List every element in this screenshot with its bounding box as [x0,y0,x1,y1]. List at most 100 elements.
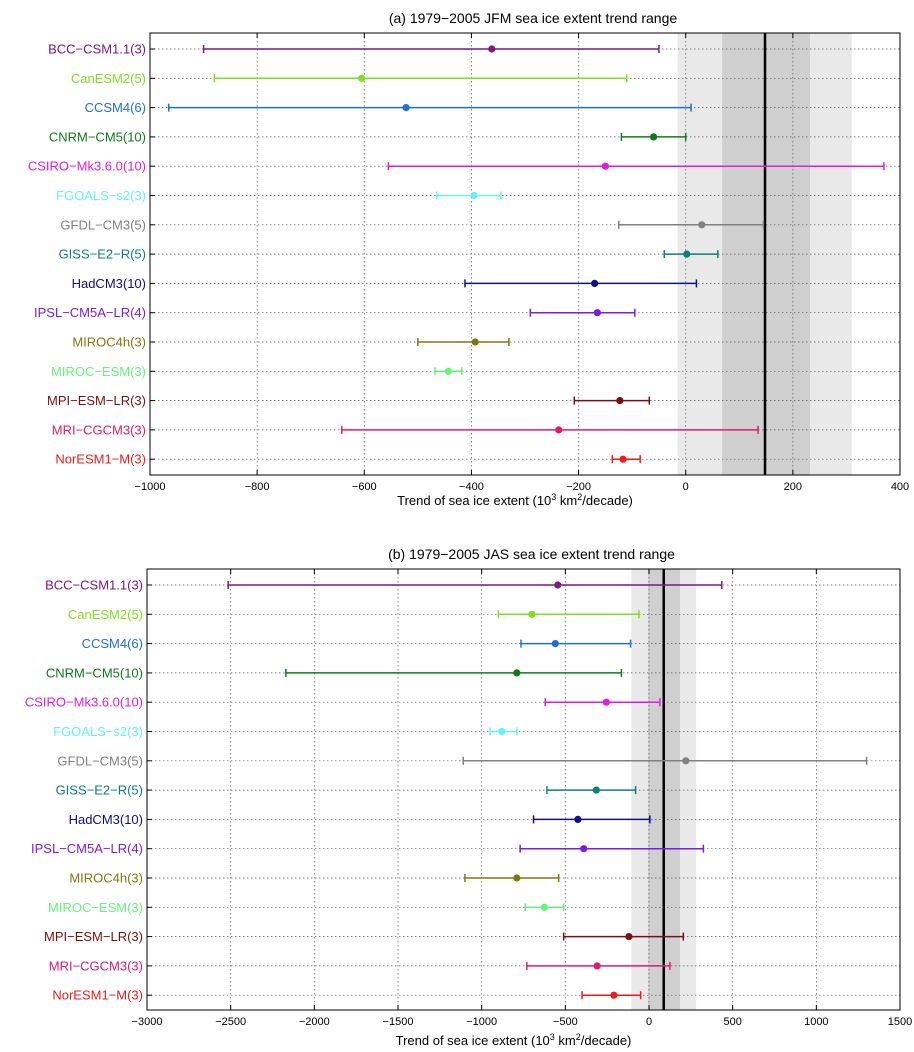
model-label: MIROC4h(3) [69,871,143,886]
model-label: CanESM2(5) [68,607,143,622]
mean-marker [471,338,479,346]
model-label: FGOALS−s2(3) [56,188,146,203]
series-row: MIROC4h(3) [72,335,510,350]
x-axis-label-part: km [555,1033,576,1048]
x-axis-label: Trend of sea ice extent (103 km2/decade) [396,1032,632,1048]
model-label: MRI−CGCM3(3) [49,958,143,973]
model-label: CSIRO−Mk3.6.0(10) [25,695,143,710]
model-label: CNRM−CM5(10) [49,129,146,144]
x-axis-label-part: 3 [551,492,556,502]
model-label: CNRM−CM5(10) [46,665,143,680]
series-row: GFDL−CM3(5) [60,217,765,232]
chart-title: (b) 1979−2005 JAS sea ice extent trend r… [388,546,675,562]
mean-marker [682,757,690,765]
mean-marker [649,133,658,141]
x-tick-label: 1500 [888,1016,912,1028]
mean-marker [358,74,366,82]
series-row: IPSL−CM5A−LR(4) [34,305,636,320]
mean-marker [610,991,618,999]
mean-marker [683,250,691,258]
model-label: HadCM3(10) [69,812,143,827]
mean-marker [488,45,496,53]
series-row: BCC−CSM1.1(3) [45,578,723,593]
model-label: GFDL−CM3(5) [60,217,146,232]
x-tick-label: −1500 [383,1016,414,1028]
series-row: CCSM4(6) [82,636,632,651]
x-axis-label: Trend of sea ice extent (103 km2/decade) [397,492,633,508]
x-tick-label: 0 [646,1016,652,1028]
mean-marker [470,191,478,200]
series-row: FGOALS−s2(3) [56,188,502,203]
mean-marker [554,581,562,589]
series-row: GISS−E2−R(5) [56,783,637,798]
model-label: BCC−CSM1.1(3) [48,42,146,57]
series-row: GISS−E2−R(5) [59,247,719,262]
model-label: CanESM2(5) [71,71,146,86]
x-tick-label: −200 [566,481,591,493]
mean-marker [580,845,588,853]
model-label: NorESM1−M(3) [52,988,143,1003]
mean-marker [593,962,601,970]
model-label: MPI−ESM−LR(3) [44,929,143,944]
series-row: CSIRO−Mk3.6.0(10) [28,159,885,174]
x-tick-label: −2000 [299,1016,330,1028]
x-axis-label-part: km [556,493,577,508]
mean-marker [540,903,549,911]
x-tick-label: −500 [553,1016,578,1028]
model-label: MIROC−ESM(3) [51,364,146,379]
model-label: BCC−CSM1.1(3) [45,578,143,593]
model-label: MRI−CGCM3(3) [52,422,146,437]
mean-marker [602,698,610,706]
x-tick-label: 1000 [804,1016,828,1028]
x-tick-label: −1000 [135,481,166,493]
series-row: CNRM−CM5(10) [49,129,687,144]
x-axis-label-part: Trend of sea ice extent (10 [397,493,551,508]
series-row: NorESM1−M(3) [52,988,642,1003]
x-axis-label-part: 2 [576,1032,581,1042]
mean-marker [574,815,582,824]
mean-marker [601,162,609,170]
series-row: MIROC−ESM(3) [51,364,463,379]
model-label: GISS−E2−R(5) [59,247,146,262]
series-row: CanESM2(5) [68,607,640,622]
x-tick-label: −800 [245,481,270,493]
x-tick-label: 0 [683,481,689,493]
series-row: CNRM−CM5(10) [46,665,623,680]
series-row: MPI−ESM−LR(3) [47,393,651,408]
mean-marker [625,933,633,941]
x-tick-label: 200 [784,481,802,493]
panel-a-jfm: −1000 −800 −600 −400 −200 0 200 400 BCC−CSM1.1(3… [28,10,909,508]
series-row: HadCM3(10) [72,276,698,291]
model-label: MPI−ESM−LR(3) [47,393,146,408]
series-row: MRI−CGCM3(3) [52,422,759,437]
mean-marker [528,610,536,618]
mean-marker [619,455,627,463]
model-label: MIROC4h(3) [72,335,146,350]
model-label: NorESM1−M(3) [55,452,146,467]
mean-marker [698,221,706,229]
series-row: BCC−CSM1.1(3) [48,42,660,57]
x-axis-label-part: 2 [577,492,582,502]
x-tick-label: −1000 [466,1016,497,1028]
model-label: CSIRO−Mk3.6.0(10) [28,159,146,174]
model-label: MIROC−ESM(3) [48,900,143,915]
plot-frame [146,568,901,1011]
model-label: GFDL−CM3(5) [57,753,143,768]
mean-marker [444,367,452,375]
mean-marker [616,397,624,405]
mean-marker [513,874,521,882]
x-tick-label: −2500 [215,1016,246,1028]
series-row: MPI−ESM−LR(3) [44,929,685,944]
mean-marker [592,786,600,794]
x-tick-label: −400 [459,481,484,493]
mean-marker [498,727,506,736]
panel-b-jas: −3000 −2500 −2000 −1500 −1000 −500 0 500 1000 150… [25,546,912,1048]
x-axis-label-part: Trend of sea ice extent (10 [396,1033,550,1048]
series-row: GFDL−CM3(5) [57,753,868,768]
x-axis-label-part: /decade) [581,1033,632,1048]
x-tick-label: 500 [723,1016,741,1028]
model-label: CCSM4(6) [82,636,143,651]
series-row: HadCM3(10) [69,812,651,827]
x-tick-label: −600 [352,481,377,493]
